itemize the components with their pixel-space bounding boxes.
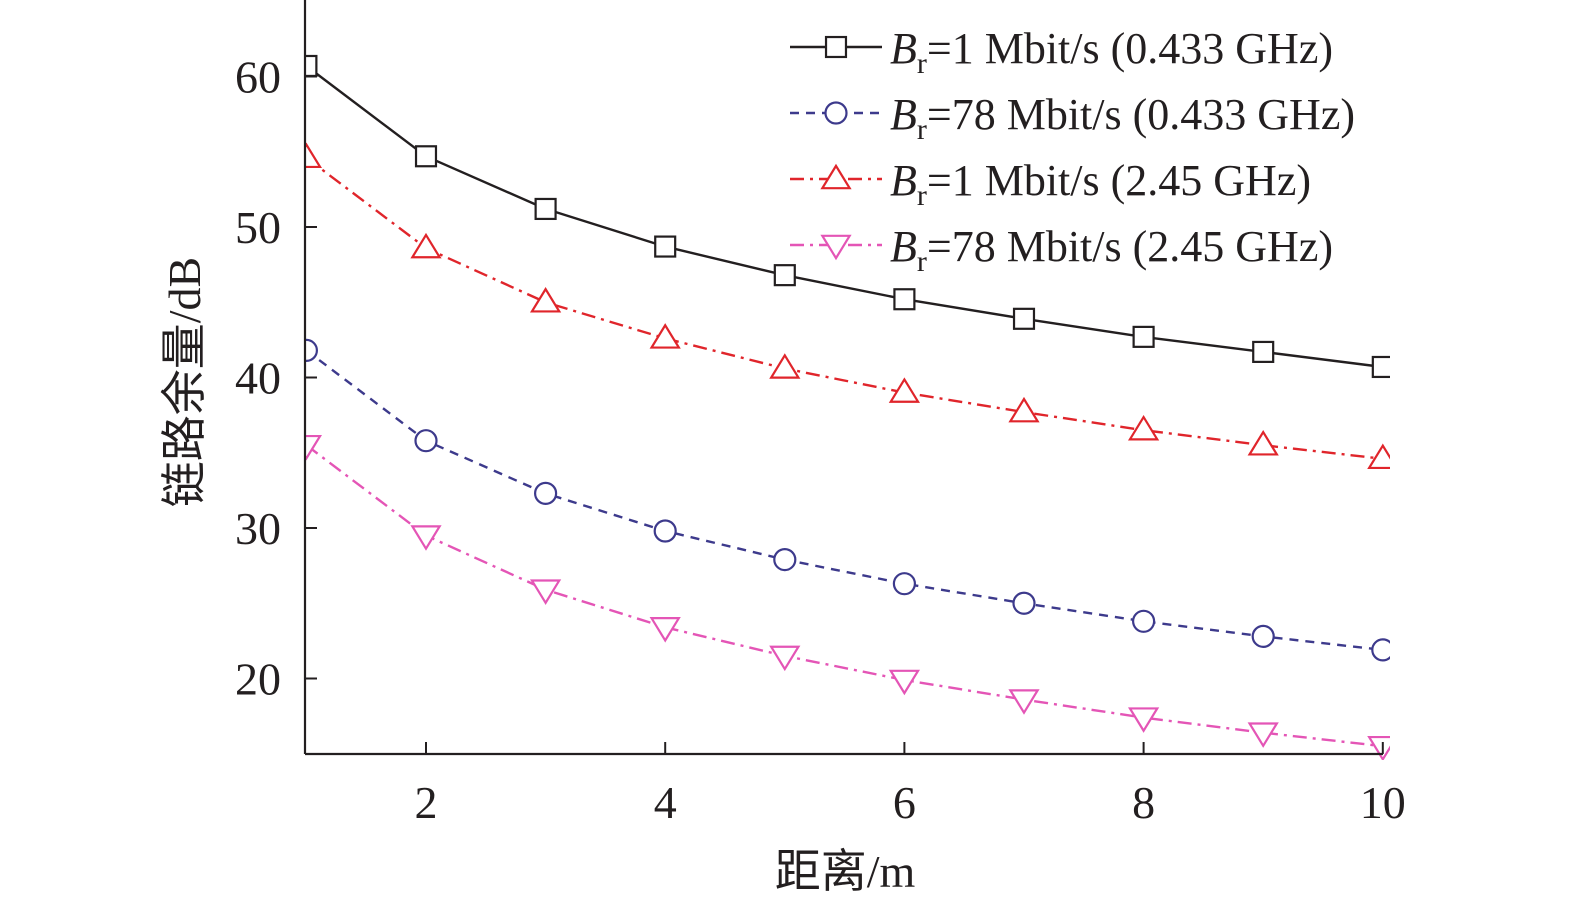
data-point [653,519,677,543]
data-point [1012,591,1036,615]
data-point [305,434,323,461]
x-tick-label: 10 [1360,777,1406,828]
x-axis-label: 距离/m [775,846,916,897]
data-point [892,572,917,596]
data-point [1371,355,1390,379]
data-point [1247,722,1279,748]
data-point [649,323,681,349]
data-point [769,645,801,672]
data-point [888,377,921,403]
series-3 [305,142,1390,470]
y-tick-label: 30 [235,503,281,554]
data-point [1247,429,1279,456]
legend: Br=1 Mbit/s (0.433 GHz) Br=78 Mbit/s (0.4… [790,24,1355,278]
series-2 [305,338,1390,662]
series-1 [305,54,1390,379]
legend-label: Br=1 Mbit/s (2.45 GHz) [890,156,1311,212]
data-point [1132,325,1155,348]
y-tick-label: 50 [235,202,281,253]
data-point [529,579,562,605]
data-point [1127,414,1160,441]
data-point [534,197,557,221]
y-axis-label: 链路余量/dB [159,257,210,507]
series-line [305,444,1383,748]
data-point [1251,624,1275,648]
legend-marker [820,234,852,261]
data-point [533,481,558,505]
data-point [769,353,801,379]
axes-layer: 2 4 6 8 10 20 30 40 50 60 [235,0,1406,828]
data-point [1131,609,1156,633]
data-point [1252,340,1275,363]
legend-label: Br=1 Mbit/s (0.433 GHz) [890,24,1333,80]
data-point [305,338,318,363]
legend-label: Br=78 Mbit/s (0.433 GHz) [890,90,1355,146]
data-point [1012,307,1036,330]
data-point [1127,707,1160,733]
x-tick-label: 2 [415,777,438,828]
legend-marker [824,35,848,59]
data-point [888,669,921,696]
data-point [773,548,797,572]
legend-marker [820,163,852,190]
series-line [305,349,1383,652]
data-point [1367,735,1390,760]
data-point [1367,443,1390,470]
legend-item-3: Br=1 Mbit/s (2.45 GHz) [790,156,1311,212]
data-point [1371,638,1390,662]
y-tick-label: 40 [235,353,281,404]
legend-label: Br=78 Mbit/s (2.45 GHz) [890,222,1333,278]
data-point [654,235,677,258]
data-point [893,288,916,311]
series-4 [305,434,1390,760]
series-line [305,65,1383,369]
data-point [410,232,442,259]
data-point [649,617,681,643]
data-point [1008,689,1040,715]
legend-item-2: Br=78 Mbit/s (0.433 GHz) [790,90,1355,146]
data-point [305,54,318,78]
data-point [1008,396,1040,423]
data-point [529,287,562,313]
x-tick-label: 6 [893,777,916,828]
legend-marker [824,101,848,125]
x-tick-label: 4 [654,777,677,828]
x-tick-label: 8 [1132,777,1155,828]
legend-item-1: Br=1 Mbit/s (0.433 GHz) [790,24,1333,80]
series-line [305,156,1383,460]
data-point [410,525,442,551]
data-point [773,264,796,287]
data-point [305,142,323,169]
legend-item-4: Br=78 Mbit/s (2.45 GHz) [790,222,1333,278]
y-tick-label: 60 [235,52,281,103]
data-point [414,145,438,168]
series-layer [305,54,1390,760]
y-tick-label: 20 [235,654,281,705]
data-point [414,429,438,453]
